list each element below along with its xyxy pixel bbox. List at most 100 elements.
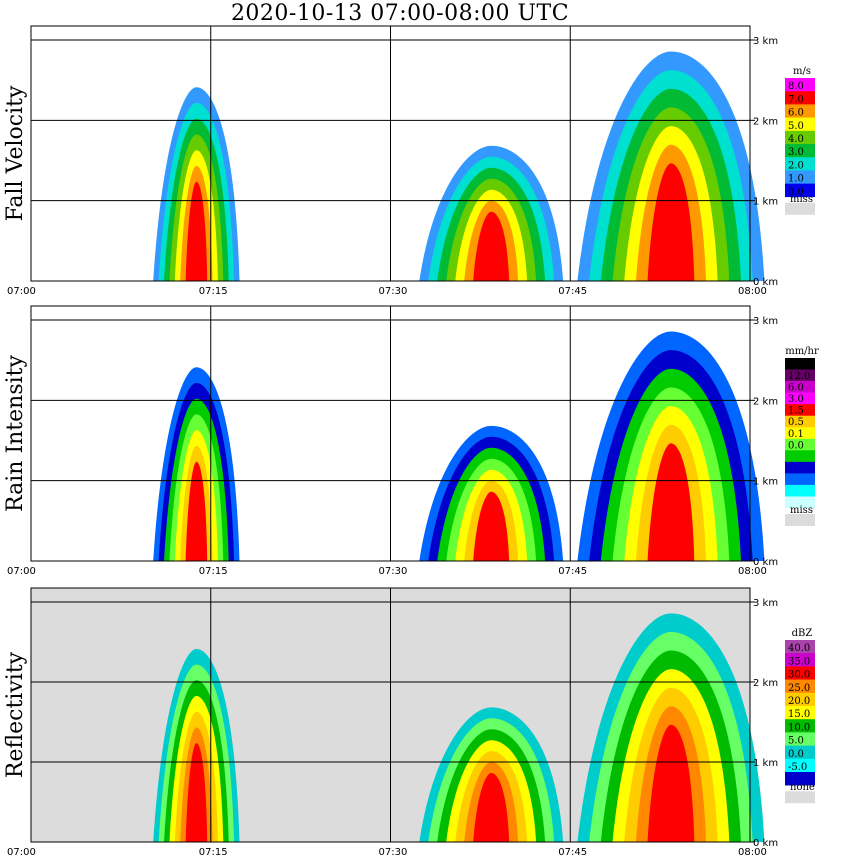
x-tick-label: 07:30 bbox=[379, 286, 408, 297]
panel-label: Reflectivity bbox=[3, 651, 28, 778]
echo-layer bbox=[647, 163, 695, 281]
colorbar-swatch bbox=[785, 461, 815, 474]
echo-layer bbox=[473, 773, 510, 842]
colorbar-swatch bbox=[785, 438, 815, 451]
echo-region bbox=[153, 87, 240, 282]
colorbar-label: 10.0 bbox=[788, 722, 810, 733]
colorbar-label: 15.0 bbox=[788, 709, 810, 720]
echo-region bbox=[419, 145, 564, 281]
colorbar-label: 4.0 bbox=[788, 134, 804, 145]
colorbar-swatch bbox=[785, 484, 815, 497]
colorbar-swatch bbox=[785, 358, 815, 370]
plot-frame bbox=[30, 587, 751, 843]
panel-label: Rain Intensity bbox=[3, 354, 28, 511]
colorbar-label: 8.0 bbox=[788, 81, 804, 92]
x-tick-label: 07:45 bbox=[558, 286, 587, 297]
colorbar-label: 1.0 bbox=[788, 174, 804, 185]
colorbar-label: 2.0 bbox=[788, 160, 804, 171]
page-title: 2020-10-13 07:00-08:00 UTC bbox=[230, 1, 570, 26]
colorbar-label: 30.0 bbox=[788, 670, 810, 681]
colorbar-label: 0.0 bbox=[788, 440, 804, 451]
colorbar-swatch bbox=[785, 157, 815, 171]
echo-region bbox=[153, 649, 240, 842]
colorbar-unit: mm/hr bbox=[785, 346, 819, 357]
x-tick-label: 07:15 bbox=[199, 847, 228, 858]
x-tick-label: 07:00 bbox=[7, 286, 36, 297]
panel-2: 07:00 07:15 07:30 07:45 08:000 km 1 km 2 km 3 k… bbox=[3, 587, 815, 858]
y-tick-label: 0 km bbox=[753, 557, 778, 568]
colorbar-swatch bbox=[785, 653, 815, 667]
colorbar-label: 48.0 bbox=[788, 360, 810, 371]
echo-layer bbox=[473, 491, 510, 561]
colorbar-label: 0.0 bbox=[788, 749, 804, 760]
echo-layer bbox=[185, 461, 208, 561]
colorbar-label: 7.0 bbox=[788, 94, 804, 105]
colorbar-swatch bbox=[785, 427, 815, 440]
colorbar-swatch bbox=[785, 91, 815, 105]
echo-region bbox=[577, 613, 765, 842]
colorbar-swatch bbox=[785, 666, 815, 680]
echo-region bbox=[577, 331, 765, 561]
y-tick-label: 0 km bbox=[753, 838, 778, 849]
colorbar-swatch bbox=[785, 404, 815, 416]
colorbar-swatch bbox=[785, 473, 815, 486]
colorbar-missing-swatch bbox=[785, 514, 815, 526]
colorbar-label: 5.0 bbox=[788, 121, 804, 132]
colorbar-missing-swatch bbox=[785, 791, 815, 804]
colorbar-swatch bbox=[785, 640, 815, 654]
echo-region bbox=[577, 51, 765, 282]
colorbar-label: 25.0 bbox=[788, 683, 810, 694]
x-tick-label: 07:00 bbox=[7, 847, 36, 858]
colorbar-swatch bbox=[785, 144, 815, 158]
colorbar-swatch bbox=[785, 732, 815, 746]
y-tick-label: 2 km bbox=[753, 116, 778, 127]
panel-1: 07:00 07:15 07:30 07:45 08:000 km 1 km 2 km 3 k… bbox=[3, 305, 819, 577]
colorbar-label: 0.5 bbox=[788, 417, 804, 428]
colorbar-label: 6.0 bbox=[788, 383, 804, 394]
y-tick-label: 1 km bbox=[753, 758, 778, 769]
colorbar-label: 3.0 bbox=[788, 394, 804, 405]
colorbar-label: 20.0 bbox=[788, 696, 810, 707]
colorbar-swatch bbox=[785, 369, 815, 382]
colorbar-missing-swatch bbox=[785, 202, 815, 215]
colorbar-swatch bbox=[785, 758, 815, 773]
x-tick-label: 08:00 bbox=[738, 566, 767, 577]
colorbar-swatch bbox=[785, 183, 815, 198]
panel-label: Fall Velocity bbox=[3, 85, 28, 221]
plot-frame bbox=[30, 305, 751, 562]
x-tick-label: 08:00 bbox=[738, 847, 767, 858]
echo-layer bbox=[647, 724, 695, 842]
x-tick-label: 07:45 bbox=[558, 847, 587, 858]
y-tick-label: 2 km bbox=[753, 678, 778, 689]
echo-layer bbox=[473, 211, 510, 281]
colorbar-missing-label: miss bbox=[790, 505, 813, 516]
colorbar-swatch bbox=[785, 381, 815, 393]
colorbar-swatch bbox=[785, 78, 815, 92]
y-tick-label: 1 km bbox=[753, 477, 778, 488]
colorbar-swatch bbox=[785, 719, 815, 733]
colorbar-label: 1.5 bbox=[788, 406, 804, 417]
echo-layer bbox=[647, 443, 695, 561]
colorbar-label: 6.0 bbox=[788, 108, 804, 119]
colorbar-label: 12.0 bbox=[788, 371, 810, 382]
colorbar-label: 40.0 bbox=[788, 643, 810, 654]
colorbar-swatch bbox=[785, 104, 815, 118]
colorbar-swatch bbox=[785, 692, 815, 707]
colorbar-swatch bbox=[785, 117, 815, 132]
x-tick-label: 07:15 bbox=[199, 286, 228, 297]
colorbar-swatch bbox=[785, 415, 815, 428]
echo-layer bbox=[185, 181, 208, 281]
plot-frame bbox=[30, 25, 751, 282]
y-tick-label: 3 km bbox=[753, 316, 778, 327]
colorbar-missing-label: none bbox=[790, 782, 815, 793]
x-tick-label: 08:00 bbox=[738, 286, 767, 297]
x-tick-label: 07:00 bbox=[7, 566, 36, 577]
x-tick-label: 07:30 bbox=[379, 847, 408, 858]
colorbar-label: 35.0 bbox=[788, 656, 810, 667]
y-tick-label: 1 km bbox=[753, 197, 778, 208]
echo-region bbox=[153, 367, 240, 561]
colorbar-swatch bbox=[785, 745, 815, 760]
colorbar-unit: dBZ bbox=[792, 628, 813, 639]
echo-region bbox=[419, 707, 564, 842]
